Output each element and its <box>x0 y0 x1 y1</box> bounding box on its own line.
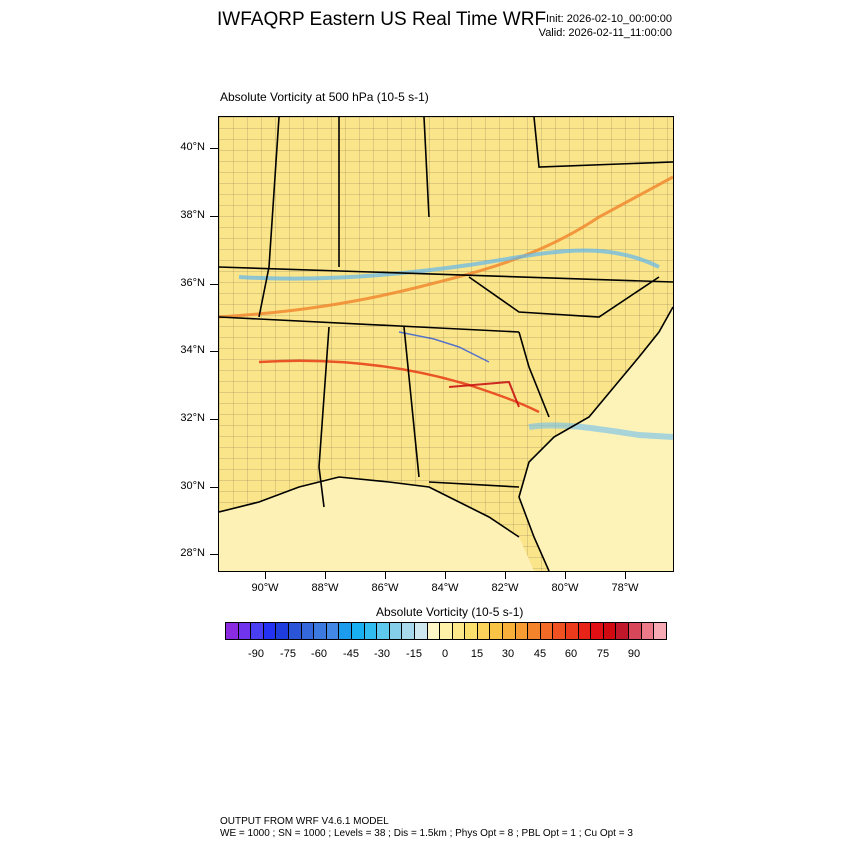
lon-label: 90°W <box>251 582 279 594</box>
colorbar-label: -15 <box>406 648 422 660</box>
colorbar-swatch <box>301 623 315 639</box>
lat-tick <box>210 284 218 285</box>
vorticity-map <box>219 117 673 571</box>
lon-label: 84°W <box>431 582 459 594</box>
lat-tick <box>210 487 218 488</box>
init-time: Init: 2026-02-10_00:00:00 <box>546 13 672 25</box>
colorbar-swatch <box>288 623 302 639</box>
vorticity-band-negative <box>238 248 660 281</box>
colorbar <box>225 622 667 640</box>
colorbar-label: -90 <box>248 648 264 660</box>
colorbar-label: -75 <box>280 648 296 660</box>
map-title: IWFAQRP Eastern US Real Time WRF <box>217 9 547 30</box>
lon-label: 82°W <box>491 582 519 594</box>
lat-tick <box>210 351 218 352</box>
colorbar-swatch <box>402 623 415 639</box>
vorticity-band-coastal <box>528 422 673 440</box>
colorbar-label: 0 <box>441 648 449 660</box>
colorbar-swatch <box>364 623 378 639</box>
colorbar-swatch <box>578 623 592 639</box>
vorticity-band-central <box>258 359 540 414</box>
colorbar-swatch <box>326 623 340 639</box>
lat-label: 32°N <box>180 412 205 424</box>
colorbar-swatch <box>351 623 365 639</box>
colorbar-swatch <box>314 623 327 639</box>
state-borders <box>219 117 673 508</box>
colorbar-swatch <box>465 623 478 639</box>
colorbar-swatch <box>389 623 403 639</box>
colorbar-label: -45 <box>343 648 359 660</box>
valid-time: Valid: 2026-02-11_11:00:00 <box>538 27 672 39</box>
lon-tick <box>565 571 566 579</box>
map-panel <box>218 116 674 572</box>
colorbar-swatch <box>566 623 579 639</box>
colorbar-swatch <box>427 623 441 639</box>
model-info: OUTPUT FROM WRF V4.6.1 MODEL <box>220 816 389 827</box>
lon-tick <box>625 571 626 579</box>
colorbar-label: 30 <box>501 648 515 660</box>
colorbar-label: -60 <box>311 648 327 660</box>
colorbar-swatch <box>591 623 604 639</box>
colorbar-swatch <box>452 623 466 639</box>
lon-tick <box>505 571 506 579</box>
colorbar-swatch <box>226 623 239 639</box>
lon-tick <box>265 571 266 579</box>
colorbar-swatch <box>629 623 642 639</box>
lon-tick <box>385 571 386 579</box>
lat-tick <box>210 419 218 420</box>
colorbar-swatch <box>641 623 655 639</box>
colorbar-swatch <box>339 623 352 639</box>
lat-tick <box>210 148 218 149</box>
colorbar-swatch <box>503 623 516 639</box>
lon-label: 86°W <box>371 582 399 594</box>
lat-label: 28°N <box>180 547 205 559</box>
lat-tick <box>210 554 218 555</box>
colorbar-swatch <box>616 623 629 639</box>
lat-label: 30°N <box>180 480 205 492</box>
atlantic-ocean <box>519 307 673 571</box>
model-settings: WE = 1000 ; SN = 1000 ; Levels = 38 ; Di… <box>220 828 633 839</box>
colorbar-label: 75 <box>596 648 610 660</box>
colorbar-label: 45 <box>533 648 547 660</box>
lon-label: 80°W <box>551 582 579 594</box>
colorbar-label: -30 <box>374 648 390 660</box>
lat-label: 40°N <box>180 141 205 153</box>
colorbar-swatch <box>251 623 264 639</box>
lat-label: 34°N <box>180 344 205 356</box>
field-title: Absolute Vorticity at 500 hPa (10-5 s-1) <box>220 90 429 104</box>
colorbar-swatch <box>528 623 541 639</box>
vorticity-streak-blue <box>398 331 490 363</box>
vorticity-streak-red <box>448 380 520 408</box>
colorbar-swatch <box>477 623 491 639</box>
land-counties <box>219 117 673 571</box>
colorbar-label: 60 <box>564 648 578 660</box>
colorbar-label: 15 <box>470 648 484 660</box>
colorbar-swatch <box>263 623 277 639</box>
colorbar-label: 90 <box>627 648 641 660</box>
colorbar-title: Absolute Vorticity (10-5 s-1) <box>376 605 524 619</box>
colorbar-swatch <box>515 623 529 639</box>
lon-label: 78°W <box>611 582 639 594</box>
colorbar-swatch <box>603 623 617 639</box>
lat-tick <box>210 216 218 217</box>
colorbar-swatch <box>654 623 666 639</box>
colorbar-swatch <box>238 623 252 639</box>
coastline <box>219 306 673 571</box>
colorbar-swatch <box>414 623 428 639</box>
colorbar-swatch <box>276 623 289 639</box>
lon-tick <box>325 571 326 579</box>
vorticity-band-north <box>219 175 673 319</box>
colorbar-swatch <box>540 623 554 639</box>
colorbar-swatch <box>553 623 567 639</box>
lon-label: 88°W <box>311 582 339 594</box>
lat-label: 38°N <box>180 209 205 221</box>
lat-label: 36°N <box>180 277 205 289</box>
colorbar-swatch <box>440 623 453 639</box>
colorbar-swatch <box>377 623 390 639</box>
colorbar-swatch <box>490 623 504 639</box>
lon-tick <box>445 571 446 579</box>
